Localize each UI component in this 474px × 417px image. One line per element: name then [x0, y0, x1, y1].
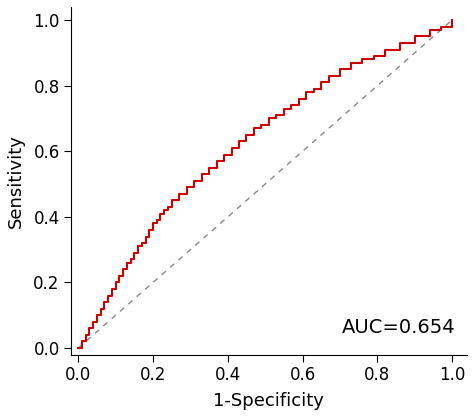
Y-axis label: Sensitivity: Sensitivity [7, 134, 25, 228]
Text: AUC=0.654: AUC=0.654 [342, 318, 455, 337]
X-axis label: 1-Specificity: 1-Specificity [213, 392, 324, 410]
